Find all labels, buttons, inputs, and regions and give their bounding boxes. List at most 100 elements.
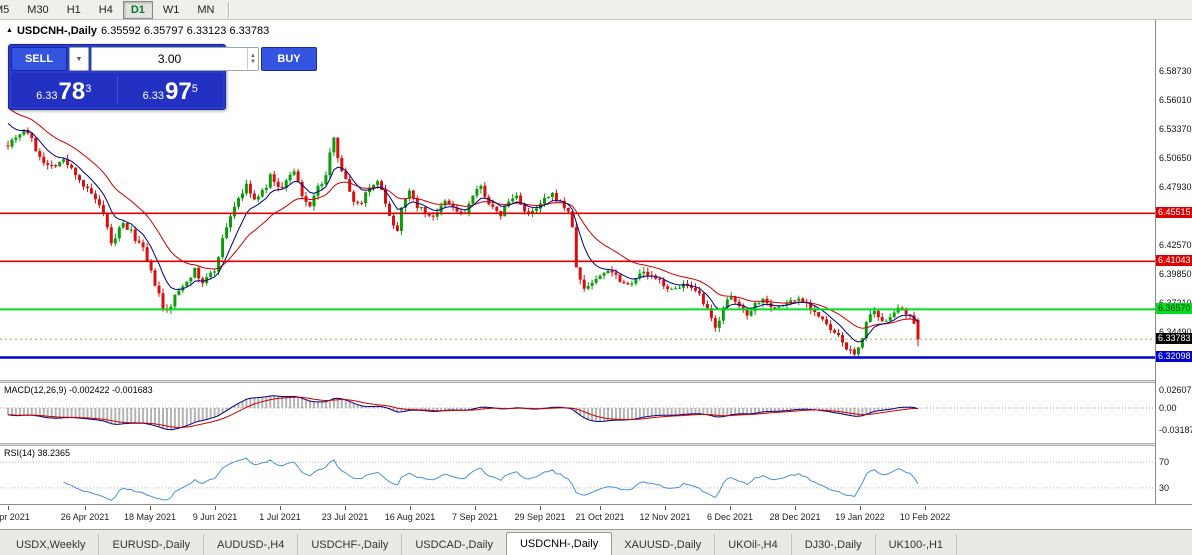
- date-tick: [860, 506, 861, 510]
- date-axis-label: 19 Jan 2022: [835, 512, 885, 522]
- date-axis-label: 26 Apr 2021: [60, 512, 110, 522]
- date-tick: [925, 506, 926, 510]
- timeframe-button-group: M5 M30 H1 H4 D1 W1 MN: [0, 0, 223, 19]
- price-axis-badge: 6.45515: [1156, 207, 1192, 219]
- bid-small: 6.33: [36, 90, 58, 102]
- price-axis-label: 30: [1159, 482, 1170, 493]
- date-tick: [540, 506, 541, 510]
- macd-panel[interactable]: MACD(12,26,9) -0.002422 -0.001683: [0, 383, 1155, 443]
- date-axis-label: 29 Sep 2021: [514, 512, 566, 522]
- price-axis[interactable]: 6.58730 6.56010 6.53370 6.50650 6.47930 6.425…: [1155, 20, 1192, 504]
- ask-small: 6.33: [142, 90, 165, 102]
- date-axis-label: 9 Jun 2021: [192, 512, 238, 522]
- macd-label: MACD(12,26,9) -0.002422 -0.001683: [4, 385, 153, 395]
- date-tick: [795, 506, 796, 510]
- chart-title: ▲ USDCNH-,Daily 6.35592 6.35797 6.33123 …: [6, 25, 269, 37]
- chart-tab-usdcnh-daily[interactable]: USDCNH-,Daily: [505, 532, 613, 555]
- price-axis-badge: 6.36570: [1156, 303, 1192, 315]
- price-axis-badge: 6.41043: [1156, 255, 1192, 267]
- bid-big: 78: [58, 78, 86, 105]
- date-tick: [410, 506, 411, 510]
- chart-ohlc-values: 6.35592 6.35797 6.33123 6.33783: [101, 25, 270, 37]
- sell-button[interactable]: SELL: [11, 47, 67, 71]
- timeframe-button-m5[interactable]: M5: [0, 3, 10, 16]
- date-axis-label: 7 Sep 2021: [451, 512, 499, 522]
- date-axis-label: 18 May 2021: [123, 512, 177, 522]
- date-tick: [85, 506, 86, 510]
- price-axis-label: 6.34490: [1159, 326, 1192, 337]
- chart-tab-usdx-weekly[interactable]: USDX,Weekly: [3, 534, 100, 555]
- panel-splitter[interactable]: [0, 443, 1192, 446]
- date-tick: [150, 506, 151, 510]
- price-axis-label: 6.42570: [1159, 239, 1192, 250]
- volume-field-wrap: ▲ ▼: [91, 47, 259, 71]
- price-axis-label: 6.53370: [1159, 123, 1192, 134]
- date-tick: [730, 506, 731, 510]
- bid-sup: 3: [85, 83, 92, 95]
- price-axis-label: 0.02607: [1159, 385, 1192, 396]
- date-axis-label: 1 Jul 2021: [259, 512, 301, 522]
- date-tick: [665, 506, 666, 510]
- chart-tab-ukoil-h4[interactable]: UKOil-,H4: [715, 534, 792, 555]
- ask-price: 6.33 97 5: [118, 73, 224, 107]
- price-axis-label: 6.37210: [1159, 298, 1192, 309]
- timeframe-button-h4[interactable]: H4: [98, 3, 113, 16]
- chart-tab-xauusd-daily[interactable]: XAUUSD-,Daily: [611, 534, 716, 555]
- macd-canvas[interactable]: [0, 383, 1155, 443]
- ask-big: 97: [165, 78, 192, 105]
- ask-sup: 5: [191, 83, 198, 95]
- timeframe-toolbar: M5 M30 H1 H4 D1 W1 MN: [0, 0, 1192, 20]
- spinner-up-icon: ▲: [250, 53, 256, 59]
- price-axis-label: 70: [1159, 457, 1170, 468]
- rsi-panel[interactable]: RSI(14) 38.2365: [0, 446, 1155, 504]
- chart-window: ▲ USDCNH-,Daily 6.35592 6.35797 6.33123 …: [0, 20, 1192, 529]
- price-axis-label: 0.00: [1159, 403, 1177, 413]
- date-tick: [345, 506, 346, 510]
- chevron-down-icon: ▼: [75, 55, 83, 63]
- date-axis-label: 28 Dec 2021: [769, 512, 821, 522]
- chart-tab-dj30-daily[interactable]: DJ30-,Daily: [792, 534, 876, 555]
- chart-symbol-label: USDCNH-,Daily: [16, 25, 98, 37]
- candlestick-chart-canvas[interactable]: [0, 20, 1155, 380]
- price-axis-badge: 6.32098: [1156, 351, 1192, 363]
- price-axis-label: 6.47930: [1159, 182, 1192, 193]
- chart-tab-audusd-h4[interactable]: AUDUSD-,H4: [204, 534, 299, 555]
- toolbar-separator: [228, 1, 231, 18]
- chart-tab-usdchf-daily[interactable]: USDCHF-,Daily: [298, 534, 403, 555]
- chart-title-icon: ▲: [6, 27, 13, 34]
- date-axis-label: 10 Feb 2022: [899, 512, 951, 522]
- volume-dropdown[interactable]: ▼: [69, 47, 89, 71]
- timeframe-button-w1[interactable]: W1: [162, 3, 180, 16]
- timeframe-button-d1[interactable]: D1: [122, 0, 153, 19]
- buy-button[interactable]: BUY: [261, 47, 317, 71]
- rsi-canvas[interactable]: [0, 446, 1155, 504]
- timeframe-button-m30[interactable]: M30: [27, 3, 49, 16]
- panel-splitter[interactable]: [0, 380, 1192, 383]
- date-tick: [475, 506, 476, 510]
- date-axis[interactable]: 1 Apr 2021 26 Apr 2021 18 May 2021 9 Jun 20…: [0, 504, 1192, 529]
- date-tick: [280, 506, 281, 510]
- date-axis-label: 1 Apr 2021: [0, 512, 30, 522]
- chart-tab-bar: USDX,Weekly EURUSD-,Daily AUDUSD-,H4 USDCHF…: [0, 529, 1192, 555]
- timeframe-button-h1[interactable]: H1: [66, 3, 81, 16]
- price-divider: [116, 76, 118, 104]
- bid-price: 6.33 78 3: [11, 73, 117, 107]
- rsi-label: RSI(14) 38.2365: [4, 448, 71, 458]
- date-tick: [8, 506, 9, 510]
- date-axis-label: 12 Nov 2021: [639, 512, 691, 522]
- main-chart-panel[interactable]: ▲ USDCNH-,Daily 6.35592 6.35797 6.33123 …: [0, 20, 1155, 380]
- price-axis-label: 6.58730: [1159, 66, 1192, 77]
- volume-input[interactable]: [92, 48, 247, 70]
- date-axis-label: 16 Aug 2021: [384, 512, 436, 522]
- date-tick: [215, 506, 216, 510]
- chart-tab-eurusd-daily[interactable]: EURUSD-,Daily: [99, 534, 205, 555]
- chart-tab-uk100-h1[interactable]: UK100-,H1: [876, 534, 958, 555]
- price-axis-label: 6.39850: [1159, 269, 1192, 280]
- price-axis-label: 6.50650: [1159, 153, 1192, 164]
- volume-spinner[interactable]: ▲ ▼: [247, 48, 258, 70]
- chart-tab-usdcad-daily[interactable]: USDCAD-,Daily: [402, 534, 507, 555]
- date-axis-label: 23 Jul 2021: [321, 512, 369, 522]
- date-axis-label: 21 Oct 2021: [575, 512, 625, 522]
- timeframe-button-mn[interactable]: MN: [197, 3, 215, 16]
